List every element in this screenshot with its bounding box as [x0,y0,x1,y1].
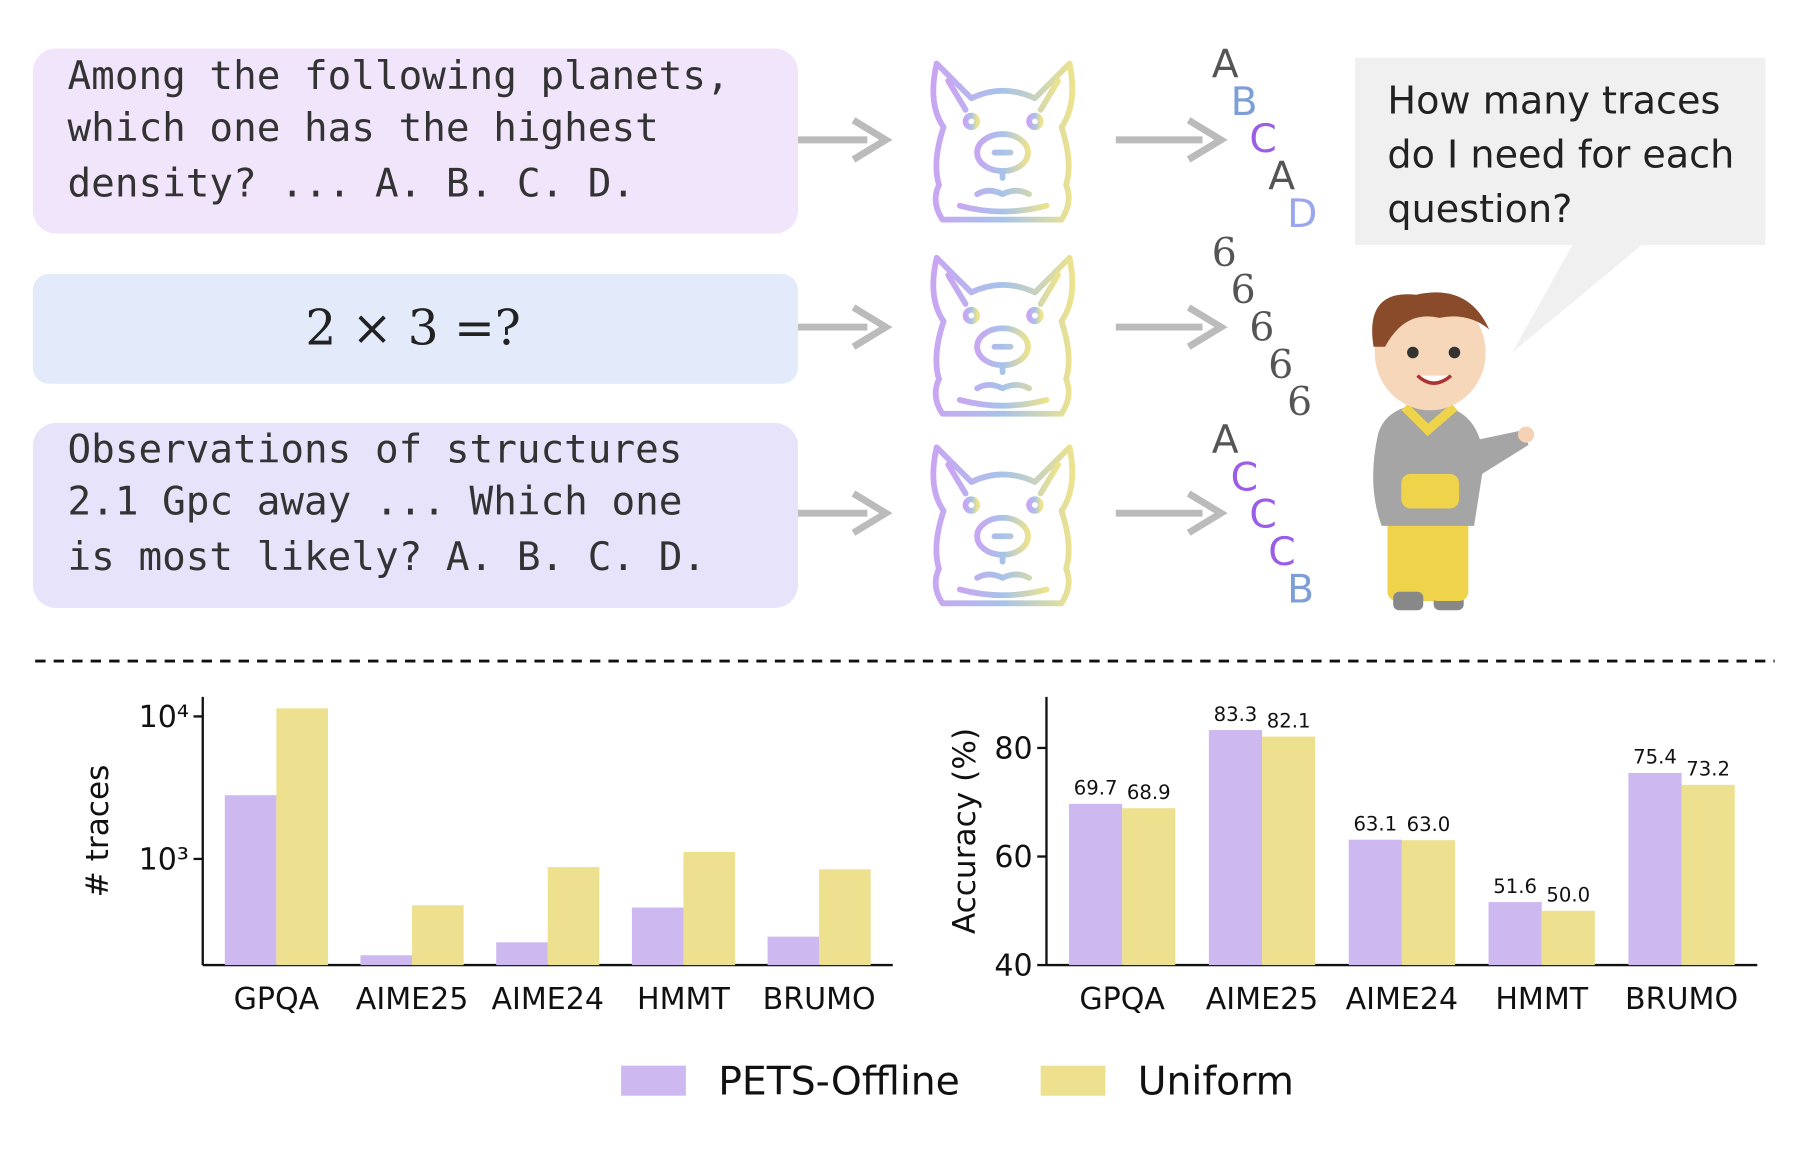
x-tick-label: HMMT [1495,982,1588,1017]
x-tick-label: HMMT [637,982,730,1017]
legend-label: PETS-Offline [718,1060,960,1105]
y-tick-label: 10³ [139,842,189,877]
value-label: 50.0 [1546,884,1590,907]
bar [1122,808,1176,966]
arrow [797,117,893,163]
arrow [1115,490,1228,536]
answer-token: 6 [1249,305,1274,350]
llama-icon [933,447,1072,603]
question-text: 2.1 Gpc away ... Which one [68,479,683,524]
math-question: 2 × 3 =? [305,300,520,356]
answer-token: 6 [1212,231,1237,276]
answer-token: A [1212,418,1239,463]
bar [1681,784,1735,966]
answer-token: 6 [1231,268,1256,313]
x-tick-label: BRUMO [763,982,876,1017]
speech-bubble [1355,57,1766,353]
bar [276,708,328,966]
chart: 40 60 80 Accuracy (%) GPQA 69.7 68.9 AIME25 83.3… [947,696,1758,1017]
chart: 10³ 10⁴ # traces GPQA AIME25 AIME24 HMMT BRUMO [80,696,893,1017]
value-label: 83.3 [1214,703,1258,726]
answer-token: A [1212,42,1239,87]
legend-label: Uniform [1138,1060,1294,1105]
legend-swatch [1040,1065,1106,1096]
x-tick-label: GPQA [234,982,320,1017]
question-text: which one has the highest [68,106,659,151]
diagram [32,48,1766,611]
y-tick-label: 10⁴ [139,700,189,735]
value-label: 63.1 [1353,812,1397,835]
bar [412,905,464,966]
answer-token: C [1249,493,1276,538]
question-box [32,273,798,384]
x-tick-label: GPQA [1079,982,1165,1017]
question-text: Among the following planets, [68,54,730,99]
bar [547,867,600,966]
x-tick-label: AIME24 [491,982,604,1017]
arrow [797,304,893,350]
bar [1069,803,1123,966]
answer-token: 6 [1268,343,1293,388]
value-label: 51.6 [1493,875,1537,898]
y-tick-label: 60 [994,840,1032,875]
bar [819,869,871,966]
value-label: 69.7 [1074,777,1118,800]
arrows [797,117,1228,536]
answer-token: B [1287,567,1314,612]
bubble-text: do I need for each [1387,133,1734,177]
llama-icon [933,258,1072,414]
x-tick-label: AIME25 [1206,982,1319,1017]
bar [631,907,684,966]
bar [224,795,277,966]
bar [1401,840,1456,966]
bar [496,942,548,966]
y-axis-label: Accuracy (%) [947,728,983,934]
arrow [1115,117,1228,163]
value-label: 73.2 [1686,758,1730,781]
question-text: density? ... A. B. C. D. [68,161,636,206]
bar [360,955,413,966]
arrow [797,490,893,536]
boy-illustration [1372,292,1535,611]
legend-swatch [621,1065,686,1096]
question-text: is most likely? A. B. C. D. [68,535,707,580]
bubble-text: How many traces [1387,78,1720,122]
value-label: 82.1 [1267,709,1311,732]
llama-icon [933,64,1072,220]
x-tick-label: AIME25 [356,982,469,1017]
y-tick-label: 40 [994,948,1032,983]
value-label: 63.0 [1407,813,1451,836]
bar [1541,910,1595,966]
answer-token: 6 [1287,380,1312,425]
answer-token: D [1287,192,1317,237]
bar [1262,736,1316,966]
bar [1208,730,1263,966]
value-label: 75.4 [1633,746,1677,769]
answer-token: B [1231,80,1258,125]
x-tick-label: BRUMO [1625,982,1738,1017]
bar [1488,902,1542,966]
question-box [32,423,798,608]
bar [1348,839,1402,966]
answer-token: C [1268,530,1295,575]
bubble-text: question? [1387,187,1572,231]
arrow [1115,304,1228,350]
value-label: 68.9 [1127,781,1171,804]
question-box [32,48,798,234]
answer-token: A [1268,154,1295,199]
y-tick-label: 80 [994,731,1032,766]
question-text: Observations of structures [68,427,683,472]
bar [767,936,820,966]
y-axis-label: # traces [80,765,116,898]
bar [683,851,736,966]
answer-token: C [1249,117,1276,162]
bar [1628,772,1682,966]
answer-token: C [1231,455,1258,500]
x-tick-label: AIME24 [1346,982,1459,1017]
